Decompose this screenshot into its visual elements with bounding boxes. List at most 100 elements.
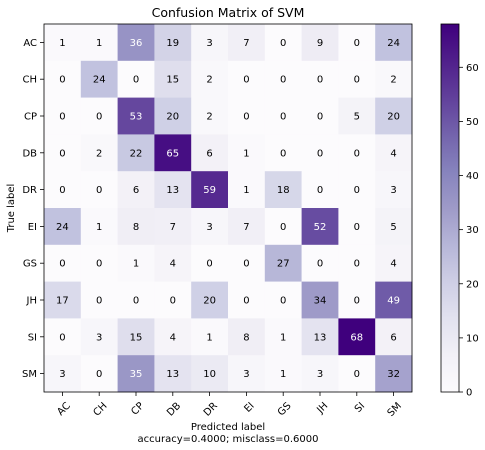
heatmap-cell (191, 244, 229, 282)
colorbar-tick-label: 20 (466, 279, 479, 290)
heatmap-cell-label: 15 (166, 75, 179, 86)
heatmap-cell-label: 36 (130, 38, 143, 49)
heatmap-cell-label: 0 (354, 148, 360, 159)
heatmap-cell (80, 355, 118, 393)
x-tick-label: AC (55, 401, 72, 418)
y-axis-label: True label (6, 184, 17, 234)
heatmap-cell-label: 0 (243, 259, 249, 270)
heatmap-cell-label: 52 (314, 222, 327, 233)
heatmap-cell (191, 97, 229, 135)
heatmap-cell (191, 208, 229, 246)
heatmap-cell (44, 244, 82, 282)
heatmap-cell-label: 0 (317, 259, 323, 270)
heatmap-cell-label: 5 (390, 222, 396, 233)
heatmap-cell (80, 318, 118, 356)
x-tick-label: DB (165, 400, 183, 418)
heatmap-cell (375, 318, 413, 356)
heatmap-cell (154, 171, 192, 209)
heatmap-cell-label: 15 (130, 332, 143, 343)
heatmap-cell-label: 24 (387, 38, 400, 49)
heatmap-cell-label: 4 (390, 148, 396, 159)
heatmap-cell-label: 0 (170, 296, 176, 307)
heatmap-cell (44, 318, 82, 356)
heatmap-cells (44, 24, 413, 393)
heatmap-cell-label: 6 (390, 332, 396, 343)
heatmap-cell-label: 0 (96, 296, 102, 307)
heatmap-cell (154, 244, 192, 282)
y-axis-ticks: AC CH CP DB DR EI GS JH SI SM (22, 38, 44, 380)
heatmap-cell-label: 7 (243, 222, 249, 233)
heatmap-cell (117, 60, 155, 98)
heatmap-cell (191, 24, 229, 62)
colorbar-tick-label: 30 (466, 225, 479, 236)
heatmap-cell (301, 208, 339, 246)
y-tick-label: CP (24, 112, 37, 123)
heatmap-cell-label: 0 (96, 112, 102, 123)
heatmap-cell (301, 60, 339, 98)
heatmap-cell-label: 0 (280, 38, 286, 49)
heatmap-cell (338, 208, 376, 246)
heatmap-cell (191, 134, 229, 172)
heatmap-cell-label: 1 (280, 332, 286, 343)
heatmap-cell (228, 244, 266, 282)
heatmap-cell-label: 65 (166, 148, 179, 159)
heatmap-cell (80, 97, 118, 135)
heatmap-cell-label: 0 (280, 75, 286, 86)
heatmap-cell-label: 49 (387, 296, 400, 307)
heatmap-cell (228, 318, 266, 356)
heatmap-cell-label: 0 (59, 185, 65, 196)
heatmap-cell-label: 3 (59, 369, 65, 380)
heatmap-cell-label: 6 (133, 185, 139, 196)
heatmap-cell (301, 97, 339, 135)
y-tick-label: SI (28, 332, 37, 343)
heatmap-cell (117, 244, 155, 282)
heatmap-cell-label: 1 (280, 369, 286, 380)
heatmap-cell (264, 208, 302, 246)
heatmap-cell (80, 208, 118, 246)
heatmap-cell (117, 355, 155, 393)
heatmap-cell (80, 171, 118, 209)
heatmap-cell-label: 0 (280, 296, 286, 307)
heatmap-cell-label: 0 (280, 112, 286, 123)
heatmap-cell (264, 318, 302, 356)
heatmap-cell (375, 97, 413, 135)
heatmap-cell-label: 13 (166, 185, 179, 196)
heatmap-cell (117, 318, 155, 356)
heatmap-cell (264, 134, 302, 172)
heatmap-cell-label: 3 (317, 369, 323, 380)
heatmap-cell (375, 208, 413, 246)
heatmap-cell (44, 60, 82, 98)
heatmap-cell (375, 244, 413, 282)
heatmap-cell (338, 24, 376, 62)
heatmap-cell-label: 20 (166, 112, 179, 123)
colorbar-tick-label: 50 (466, 117, 479, 128)
heatmap-cell-label: 9 (317, 38, 323, 49)
heatmap-cell-label: 20 (387, 112, 400, 123)
heatmap-cell-label: 0 (59, 112, 65, 123)
heatmap-cell (228, 60, 266, 98)
heatmap-cell (154, 208, 192, 246)
heatmap-cell (154, 355, 192, 393)
y-tick-label: CH (22, 75, 37, 86)
heatmap-cell (228, 355, 266, 393)
heatmap-cell (338, 244, 376, 282)
x-tick-label: SM (386, 401, 404, 419)
heatmap-cell-label: 0 (59, 75, 65, 86)
heatmap-cell-label: 6 (206, 148, 212, 159)
heatmap-cell (228, 208, 266, 246)
heatmap-cell-label: 1 (133, 259, 139, 270)
heatmap-cell-label: 24 (93, 75, 106, 86)
heatmap-cell-label: 22 (130, 148, 143, 159)
heatmap-cell (301, 281, 339, 319)
plot-frame (43, 23, 413, 393)
heatmap-cell-label: 19 (166, 38, 179, 49)
heatmap-cell (264, 171, 302, 209)
heatmap-cell (338, 318, 376, 356)
x-tick-label: CH (92, 401, 110, 419)
heatmap-cell-label: 1 (96, 38, 102, 49)
heatmap-cell-label: 0 (354, 75, 360, 86)
heatmap-cell (264, 244, 302, 282)
y-tick-label: DB (22, 148, 37, 159)
heatmap-cell (80, 244, 118, 282)
